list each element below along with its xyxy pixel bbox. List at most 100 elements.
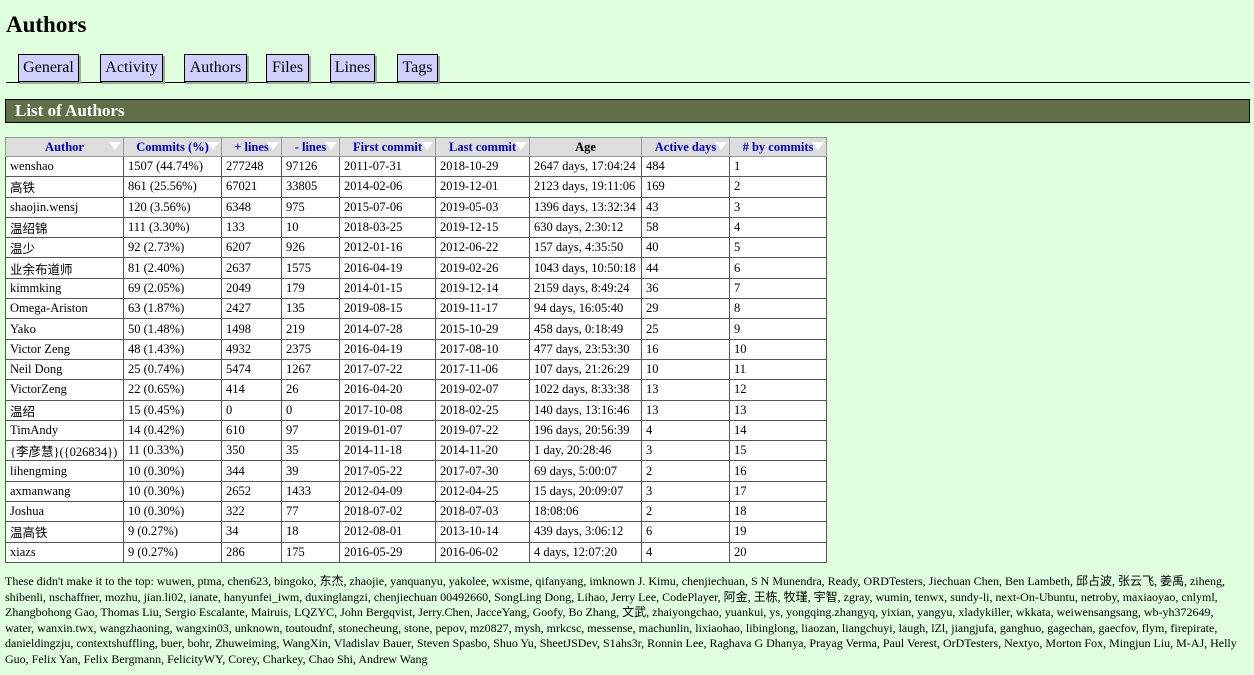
cell-commits: 11 (0.33%): [123, 440, 222, 462]
table-row: 业余布道师 81 (2.40%) 2637 1575 2016-04-19 2019-02…: [5, 257, 827, 279]
column-header-lines-removed[interactable]: - lines: [281, 137, 340, 157]
cell-first-commit: 2016-04-19: [339, 338, 436, 360]
cell-last-commit: 2018-07-03: [435, 501, 530, 523]
cell-last-commit: 2019-12-15: [435, 216, 530, 239]
sort-arrow-icon: [207, 142, 219, 150]
cell-rank: 17: [729, 480, 827, 503]
cell-lines-added: 414: [221, 379, 282, 401]
cell-active-days: 16: [641, 338, 730, 360]
cell-rank: 13: [729, 399, 827, 421]
cell-rank: 7: [729, 277, 827, 300]
cell-lines-removed: 0: [281, 399, 340, 421]
cell-first-commit: 2016-04-19: [339, 257, 436, 279]
table-row: Joshua 10 (0.30%) 322 77 2018-07-02 2018-07-0…: [5, 501, 827, 523]
cell-active-days: 58: [641, 216, 730, 239]
cell-rank: 1: [729, 155, 827, 178]
cell-age: 630 days, 2:30:12: [529, 216, 642, 239]
cell-lines-added: 2637: [221, 257, 282, 279]
column-header-author[interactable]: Author: [5, 137, 124, 157]
column-header-first-commit[interactable]: First commit: [339, 137, 436, 157]
cell-lines-added: 2427: [221, 298, 282, 320]
cell-age: 1043 days, 10:50:18: [529, 257, 642, 279]
cell-commits: 120 (3.56%): [123, 196, 222, 218]
cell-rank: 12: [729, 379, 827, 401]
cell-last-commit: 2018-02-25: [435, 399, 530, 421]
cell-last-commit: 2016-06-02: [435, 541, 530, 563]
cell-age: 94 days, 16:05:40: [529, 298, 642, 320]
cell-last-commit: 2019-12-14: [435, 277, 530, 300]
column-header-last-commit[interactable]: Last commit: [435, 137, 530, 157]
tab-authors[interactable]: Authors: [184, 54, 247, 82]
column-header-lines-added[interactable]: + lines: [221, 137, 282, 157]
column-header-active-days[interactable]: Active days: [641, 137, 730, 157]
cell-author: xiazs: [5, 541, 124, 563]
cell-age: 18:08:06: [529, 501, 642, 523]
table-row: kimmking 69 (2.05%) 2049 179 2014-01-15 2019-…: [5, 277, 827, 300]
cell-lines-removed: 97126: [281, 155, 340, 178]
tab-activity[interactable]: Activity: [100, 54, 163, 82]
cell-author: Yako: [5, 318, 124, 340]
cell-first-commit: 2012-04-09: [339, 480, 436, 503]
sort-arrow-icon: [715, 142, 727, 150]
table-row: {李彦慧}({026834}) 11 (0.33%) 350 35 2014-11-18…: [5, 440, 827, 462]
cell-commits: 1507 (44.74%): [123, 155, 222, 178]
cell-lines-removed: 77: [281, 501, 340, 523]
table-row: VictorZeng 22 (0.65%) 414 26 2016-04-20 2019-…: [5, 379, 827, 401]
cell-first-commit: 2015-07-06: [339, 196, 436, 218]
column-header-rank-by-commits[interactable]: # by commits: [729, 137, 827, 157]
cell-active-days: 40: [641, 237, 730, 259]
cell-first-commit: 2017-07-22: [339, 358, 436, 381]
table-row: 温绍 15 (0.45%) 0 0 2017-10-08 2018-02-25 140 da…: [5, 399, 827, 421]
table-row: Yako 50 (1.48%) 1498 219 2014-07-28 2015-10-2…: [5, 318, 827, 340]
cell-lines-added: 5474: [221, 358, 282, 381]
cell-commits: 48 (1.43%): [123, 338, 222, 360]
cell-first-commit: 2014-07-28: [339, 318, 436, 340]
cell-author: TimAndy: [5, 419, 124, 442]
cell-lines-added: 6207: [221, 237, 282, 259]
cell-lines-added: 286: [221, 541, 282, 563]
cell-age: 477 days, 23:53:30: [529, 338, 642, 360]
cell-lines-added: 322: [221, 501, 282, 523]
cell-lines-removed: 1433: [281, 480, 340, 503]
cell-active-days: 13: [641, 399, 730, 421]
cell-active-days: 169: [641, 176, 730, 198]
table-row: shaojin.wensj 120 (3.56%) 6348 975 2015-07-0…: [5, 196, 827, 218]
tab-tags[interactable]: Tags: [397, 54, 438, 82]
cell-active-days: 13: [641, 379, 730, 401]
cell-age: 157 days, 4:35:50: [529, 237, 642, 259]
cell-commits: 22 (0.65%): [123, 379, 222, 401]
cell-rank: 2: [729, 176, 827, 198]
cell-author: 高铁: [5, 176, 124, 198]
cell-commits: 861 (25.56%): [123, 176, 222, 198]
cell-first-commit: 2019-08-15: [339, 298, 436, 320]
table-row: 高铁 861 (25.56%) 67021 33805 2014-02-06 2019-1…: [5, 176, 827, 198]
cell-author: {李彦慧}({026834}): [5, 440, 124, 462]
tab-files[interactable]: Files: [266, 54, 309, 82]
cell-active-days: 44: [641, 257, 730, 279]
authors-table: Author Commits (%) + lines - lines First…: [5, 137, 827, 563]
cell-author: 业余布道师: [5, 257, 124, 279]
cell-commits: 10 (0.30%): [123, 460, 222, 482]
cell-age: 107 days, 21:26:29: [529, 358, 642, 381]
tab-lines[interactable]: Lines: [330, 54, 375, 82]
cell-active-days: 36: [641, 277, 730, 300]
other-authors-text: These didn't make it to the top: wuwen, …: [5, 574, 1237, 666]
cell-last-commit: 2015-10-29: [435, 318, 530, 340]
cell-lines-added: 6348: [221, 196, 282, 218]
cell-first-commit: 2014-11-18: [339, 440, 436, 462]
cell-rank: 9: [729, 318, 827, 340]
cell-active-days: 29: [641, 298, 730, 320]
column-header-commits[interactable]: Commits (%): [123, 137, 222, 157]
cell-active-days: 3: [641, 480, 730, 503]
table-row: Omega-Ariston 63 (1.87%) 2427 135 2019-08-15…: [5, 298, 827, 320]
cell-lines-added: 0: [221, 399, 282, 421]
cell-lines-removed: 18: [281, 521, 340, 543]
cell-lines-removed: 975: [281, 196, 340, 218]
cell-commits: 92 (2.73%): [123, 237, 222, 259]
cell-lines-added: 350: [221, 440, 282, 462]
cell-last-commit: 2019-11-17: [435, 298, 530, 320]
tab-general[interactable]: General: [18, 54, 79, 82]
cell-lines-added: 2652: [221, 480, 282, 503]
cell-active-days: 3: [641, 440, 730, 462]
cell-rank: 19: [729, 521, 827, 543]
